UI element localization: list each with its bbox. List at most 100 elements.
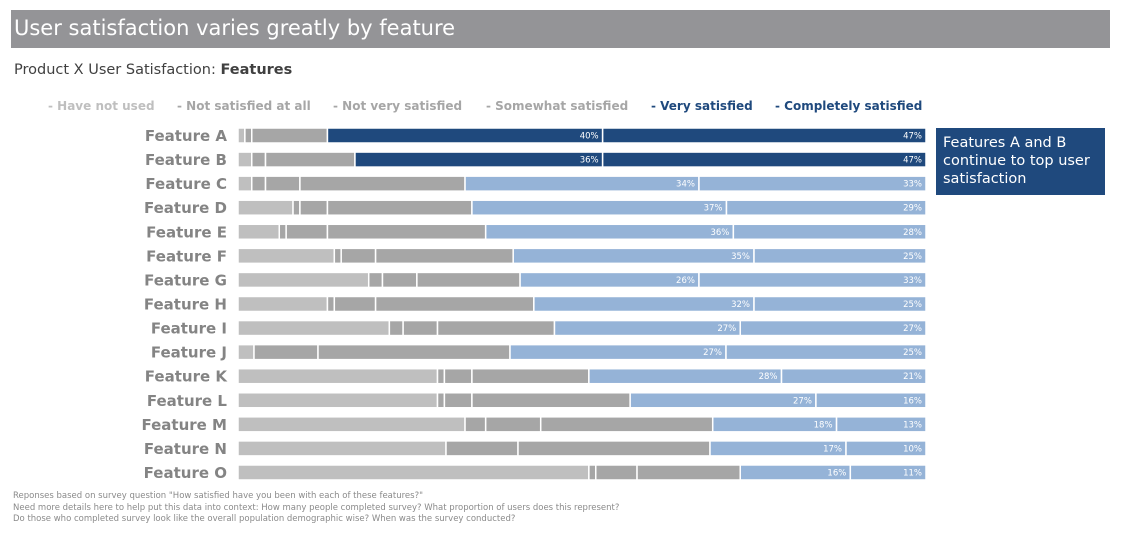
data-label: 35% xyxy=(731,252,750,262)
bar-segment-have-not-used xyxy=(237,343,255,361)
bar-segment-not-satisfied xyxy=(464,416,487,433)
bar-segment-completely xyxy=(845,440,927,457)
chart-title: User satisfaction varies greatly by feat… xyxy=(14,16,456,40)
bar-segment-not-very xyxy=(251,127,329,144)
bar-segment-somewhat xyxy=(326,223,487,241)
data-label: 33% xyxy=(903,276,922,286)
bar-segment-somewhat xyxy=(517,440,711,457)
bar-segment-not-very xyxy=(445,440,519,457)
data-label: 32% xyxy=(731,300,750,310)
bar-segment-completely xyxy=(849,464,927,481)
bar-segment-have-not-used xyxy=(237,392,439,409)
data-label: 47% xyxy=(903,156,922,166)
data-label: 18% xyxy=(814,420,833,430)
bar-segment-not-satisfied xyxy=(244,127,253,144)
category-label: Feature F xyxy=(146,247,227,265)
bar-segment-completely xyxy=(753,295,927,313)
footnote-line-2: Need more details here to help put this … xyxy=(13,502,620,513)
bar-segment-not-very xyxy=(333,295,377,313)
bar-segment-not-satisfied xyxy=(278,223,287,241)
bar-segment-very xyxy=(484,223,735,241)
bar-segment-not-satisfied xyxy=(588,464,597,481)
bar-segment-completely xyxy=(725,199,927,216)
category-label: Feature H xyxy=(144,295,227,313)
bar-segment-not-very xyxy=(285,223,329,241)
bar-segment-not-very xyxy=(264,151,356,168)
bar-segment-not-satisfied xyxy=(436,392,446,409)
bar-segment-somewhat xyxy=(326,199,473,216)
bar-segment-have-not-used xyxy=(237,247,336,265)
category-label: Feature J xyxy=(151,344,227,362)
bar-segment-have-not-used xyxy=(237,199,294,216)
bar-segment-very xyxy=(533,295,755,313)
bar-segment-somewhat xyxy=(374,295,535,313)
bar-segment-not-very xyxy=(340,247,377,265)
data-label: 36% xyxy=(580,156,599,166)
data-label: 36% xyxy=(710,228,729,238)
bar-segment-not-satisfied xyxy=(251,175,267,192)
bar-segment-very xyxy=(629,392,817,409)
bar-segment-very xyxy=(471,199,728,216)
bar-segment-have-not-used xyxy=(237,127,246,144)
callout-text: Features A and B continue to top user sa… xyxy=(943,135,1090,187)
bar-segment-completely xyxy=(739,319,927,337)
bar-segment-not-very xyxy=(484,416,542,433)
category-label: Feature A xyxy=(145,127,228,145)
data-label: 10% xyxy=(903,444,922,454)
bar-segment-have-not-used xyxy=(237,271,370,289)
bar-segment-have-not-used xyxy=(237,464,590,481)
bar-segment-have-not-used xyxy=(237,295,329,313)
bar-segment-somewhat xyxy=(374,247,514,265)
data-label: 27% xyxy=(903,324,922,334)
data-label: 13% xyxy=(903,420,922,430)
legend-very-satisfied: - Very satisfied xyxy=(651,99,753,113)
data-label: 25% xyxy=(903,252,922,262)
data-label: 16% xyxy=(827,468,846,478)
category-label: Feature B xyxy=(145,151,227,169)
category-label: Feature E xyxy=(146,223,227,241)
callout-box: Features A and B continue to top user sa… xyxy=(936,128,1105,195)
bar-segment-completely xyxy=(835,416,927,433)
bar-segment-not-satisfied xyxy=(251,151,267,168)
bar-segment-not-satisfied xyxy=(436,367,446,385)
bar-segment-have-not-used xyxy=(237,175,253,192)
bar-segment-very xyxy=(588,367,783,385)
chart-legend: - Have not used - Not satisfied at all -… xyxy=(0,99,1121,115)
bar-segment-not-satisfied xyxy=(388,319,404,337)
bar-segment-not-very xyxy=(595,464,638,481)
category-label: Feature O xyxy=(144,464,227,482)
bar-segment-have-not-used xyxy=(237,440,447,457)
bar-segment-not-satisfied xyxy=(292,199,301,216)
bar-segment-somewhat xyxy=(471,367,590,385)
footnote-line-1: Reponses based on survey question "How s… xyxy=(13,491,423,501)
bar-segment-not-very xyxy=(381,271,418,289)
data-label: 27% xyxy=(717,324,736,334)
subtitle-emphasis: Features xyxy=(220,62,293,78)
bar-segment-completely xyxy=(698,175,927,192)
category-label: Feature K xyxy=(145,368,229,386)
bar-segment-somewhat xyxy=(471,392,631,409)
bar-segment-have-not-used xyxy=(237,367,439,385)
legend-not-very-satisfied: - Not very satisfied xyxy=(333,99,463,113)
bar-segment-somewhat xyxy=(436,319,556,337)
bar-segment-very xyxy=(519,271,700,289)
chart-subtitle: Product X User Satisfaction: Features xyxy=(14,62,292,78)
bar-segment-not-very xyxy=(299,199,329,216)
bar-segment-completely xyxy=(725,343,927,361)
bar-segment-completely xyxy=(698,271,927,289)
bar-segment-completely xyxy=(732,223,927,241)
bar-segment-very xyxy=(464,175,700,192)
data-label: 40% xyxy=(580,132,599,142)
bar-segment-very xyxy=(509,343,727,361)
data-label: 17% xyxy=(823,444,842,454)
footnote-line-3: Do those who completed survey look like … xyxy=(13,514,516,524)
bar-segment-not-very xyxy=(402,319,439,337)
bar-segment-somewhat xyxy=(539,416,714,433)
bar-segment-somewhat xyxy=(636,464,741,481)
data-label: 47% xyxy=(903,132,922,142)
bar-segment-not-very xyxy=(443,392,473,409)
data-label: 27% xyxy=(793,396,812,406)
data-label: 28% xyxy=(759,372,778,382)
bar-segment-have-not-used xyxy=(237,151,253,168)
